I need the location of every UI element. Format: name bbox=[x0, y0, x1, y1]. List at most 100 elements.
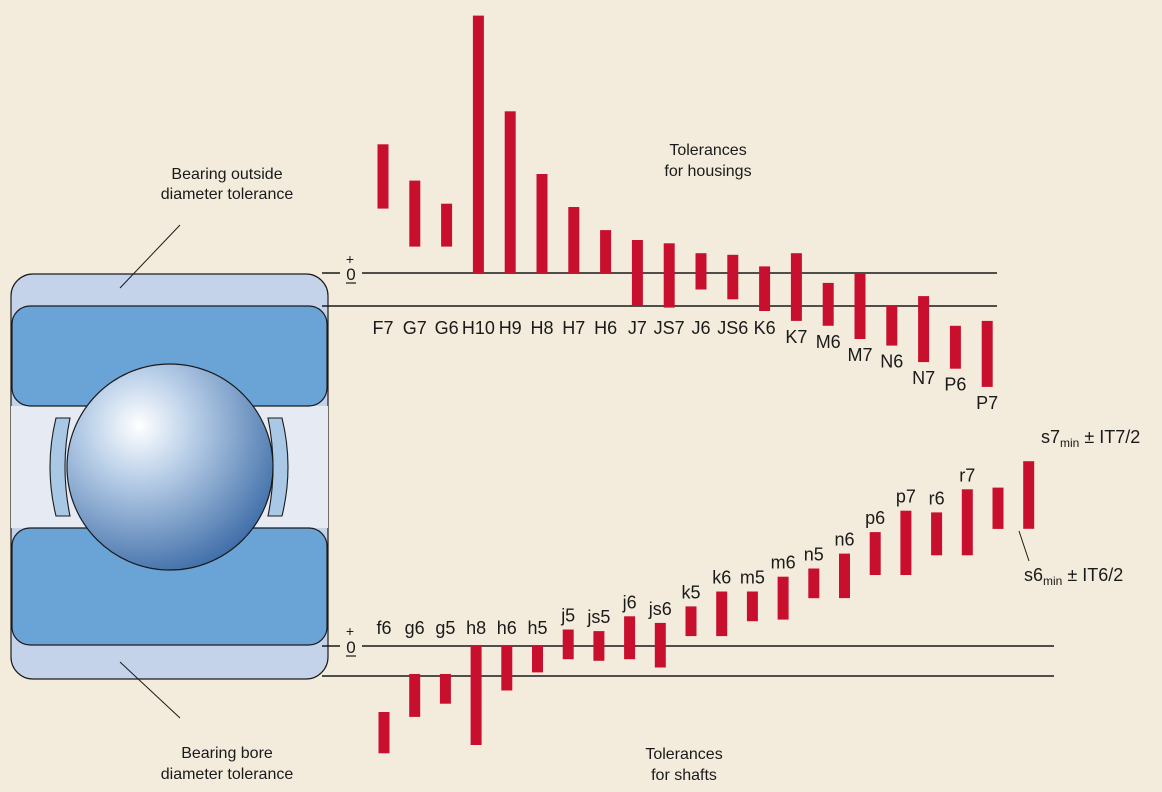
shaft-bars bbox=[378, 461, 1035, 754]
shaft-bar-m5 bbox=[746, 591, 758, 622]
shaft-bar-h8 bbox=[470, 646, 482, 745]
housing-label-js7: JS7 bbox=[654, 318, 685, 338]
housing-label-p7: P7 bbox=[976, 393, 998, 413]
bearing-illustration bbox=[10, 273, 329, 680]
shaft-label-r6: r6 bbox=[929, 488, 945, 508]
shaft-label-j6: j6 bbox=[622, 592, 637, 612]
shaft-bar-r7 bbox=[961, 489, 973, 556]
housing-bar-k7 bbox=[790, 253, 802, 321]
housing-bar-k6 bbox=[759, 266, 771, 311]
shaft-label-n5: n5 bbox=[804, 545, 824, 565]
caption-outside-line2: diameter tolerance bbox=[161, 186, 294, 203]
leader-outside bbox=[119, 224, 181, 289]
shaft-bar-k5 bbox=[685, 606, 697, 637]
housing-bar-h6 bbox=[600, 230, 612, 273]
housing-axis: + 0 bbox=[322, 251, 997, 307]
cage-left bbox=[49, 417, 71, 517]
housing-labels: F7 G7 G6 H10 H9 H8 H7 H6 J7 JS7 J6 JS6 K6 K7 M6 M7 N6 N7 P… bbox=[372, 318, 998, 413]
shaft-bar-g6 bbox=[409, 674, 421, 717]
housing-plus-sign: + bbox=[346, 251, 354, 267]
caption-shafts-line1: Tolerances bbox=[645, 746, 722, 763]
housing-label-j6: J6 bbox=[691, 318, 710, 338]
shaft-labels: f6 g6 g5 h8 h6 h5 j5 js5 j6 js6 k5 k6 m5 m6 n5 n6 p6 p7 r6… bbox=[376, 465, 975, 638]
housing-label-h6: H6 bbox=[594, 318, 617, 338]
shaft-label-k6: k6 bbox=[712, 568, 731, 588]
housing-bar-n7 bbox=[918, 296, 930, 363]
housing-bar-js6 bbox=[727, 254, 739, 300]
housing-label-j7: J7 bbox=[628, 318, 647, 338]
shaft-label-p6: p6 bbox=[865, 508, 885, 528]
housing-label-m7: M7 bbox=[847, 345, 872, 365]
housing-label-m6: M6 bbox=[816, 332, 841, 352]
housing-zero-label: 0 bbox=[346, 265, 355, 284]
housing-bar-m7 bbox=[854, 273, 866, 339]
shaft-label-g5: g5 bbox=[435, 618, 455, 638]
shaft-bar-p7 bbox=[900, 510, 912, 575]
housing-bar-h10 bbox=[472, 15, 484, 273]
shaft-bar-p6 bbox=[869, 532, 881, 575]
housing-label-k7: K7 bbox=[785, 327, 807, 347]
caption-outside-line1: Bearing outside bbox=[171, 166, 282, 183]
shaft-bar-k6 bbox=[716, 591, 728, 637]
housing-label-p6: P6 bbox=[944, 375, 966, 395]
housing-label-h9: H9 bbox=[499, 318, 522, 338]
shaft-label-p7: p7 bbox=[896, 487, 916, 507]
housing-bar-j6 bbox=[695, 253, 707, 290]
housing-label-js6: JS6 bbox=[717, 318, 748, 338]
caption-housings-line2: for housings bbox=[664, 163, 751, 180]
shaft-label-n6: n6 bbox=[834, 530, 854, 550]
housing-label-h10: H10 bbox=[462, 318, 495, 338]
caption-shafts-line2: for shafts bbox=[651, 767, 717, 784]
shaft-label-h8: h8 bbox=[466, 618, 486, 638]
housing-label-n6: N6 bbox=[880, 352, 903, 372]
shaft-bar-g5 bbox=[439, 674, 451, 704]
housing-bar-j7 bbox=[631, 240, 643, 306]
housing-label-h7: H7 bbox=[562, 318, 585, 338]
shaft-bar-m6 bbox=[777, 576, 789, 620]
caption-housings-line1: Tolerances bbox=[669, 142, 746, 159]
housing-bar-js7 bbox=[663, 243, 675, 308]
shaft-bar-j6 bbox=[624, 616, 636, 660]
housing-bar-g6 bbox=[441, 203, 453, 247]
s6-leader bbox=[1018, 530, 1030, 562]
s7-annotation: s7min ± IT7/2 bbox=[1041, 427, 1140, 450]
caption-bore-line1: Bearing bore bbox=[181, 745, 273, 762]
housing-bar-p7 bbox=[981, 320, 993, 387]
housing-bar-g7 bbox=[409, 180, 421, 247]
housing-bar-p6 bbox=[949, 325, 961, 369]
shaft-bar-f6 bbox=[378, 712, 390, 754]
s6-annotation: s6min ± IT6/2 bbox=[1024, 565, 1123, 588]
shaft-bar-n5 bbox=[808, 568, 820, 599]
shaft-bar-js5 bbox=[593, 631, 605, 661]
shaft-zero-label: 0 bbox=[346, 638, 355, 657]
shaft-label-js6: js6 bbox=[648, 599, 672, 619]
housing-bar-h9 bbox=[504, 111, 516, 273]
shaft-label-m6: m6 bbox=[771, 553, 796, 573]
shaft-label-m5: m5 bbox=[740, 568, 765, 588]
shaft-bar-h5 bbox=[532, 646, 543, 673]
shaft-bar-n6 bbox=[839, 553, 850, 599]
housing-bar-m6 bbox=[822, 282, 834, 326]
housing-label-g6: G6 bbox=[435, 318, 459, 338]
shaft-bar-h6 bbox=[501, 646, 513, 691]
shaft-bar-js6 bbox=[654, 622, 666, 668]
shaft-plus-sign: + bbox=[346, 623, 354, 639]
shaft-bar-r6 bbox=[931, 512, 943, 556]
shaft-label-f6: f6 bbox=[376, 618, 391, 638]
caption-bore-line2: diameter tolerance bbox=[161, 766, 294, 783]
shaft-bar-s7 bbox=[1023, 461, 1035, 529]
housing-label-n7: N7 bbox=[912, 368, 935, 388]
housing-bar-n6 bbox=[886, 306, 898, 346]
housing-label-h8: H8 bbox=[530, 318, 553, 338]
shaft-label-h5: h5 bbox=[527, 618, 547, 638]
housing-label-g7: G7 bbox=[403, 318, 427, 338]
housing-label-f7: F7 bbox=[372, 318, 393, 338]
shaft-label-k5: k5 bbox=[681, 582, 700, 602]
housing-label-k6: K6 bbox=[754, 318, 776, 338]
shaft-label-j5: j5 bbox=[560, 606, 575, 626]
housing-bar-h8 bbox=[536, 174, 548, 273]
housing-bars bbox=[377, 15, 993, 387]
bearing-ball bbox=[66, 363, 274, 571]
